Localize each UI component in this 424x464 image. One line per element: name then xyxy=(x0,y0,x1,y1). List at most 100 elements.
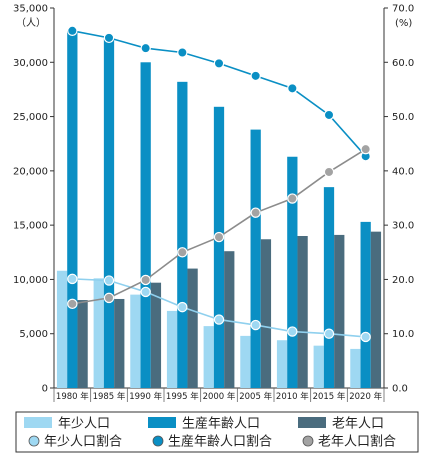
bar-elderly xyxy=(150,282,162,388)
right-tick-label: 0.0 xyxy=(392,384,408,395)
left-tick-label: 20,000 xyxy=(13,166,48,177)
point-youth-ratio xyxy=(213,314,225,325)
point-youth-ratio xyxy=(250,319,261,331)
point-working-age-ratio xyxy=(67,25,78,36)
legend-marker xyxy=(152,435,164,447)
legend-elderly: 老年人口 xyxy=(298,417,384,432)
legend-label: 生産年齢人口 xyxy=(182,416,260,432)
point-elderly-ratio xyxy=(67,298,78,310)
right-tick-label: 40.0 xyxy=(392,166,414,177)
x-tick-label: 1995 年 xyxy=(166,391,199,402)
left-tick-label: 30,000 xyxy=(13,58,48,69)
point-youth-ratio xyxy=(360,331,371,343)
x-tick-label: 2020 年 xyxy=(349,391,382,402)
legend-swatch xyxy=(24,417,52,428)
bar-working-age xyxy=(177,81,188,388)
point-youth-ratio xyxy=(177,301,188,313)
bar-elderly xyxy=(370,231,382,388)
legend-marker xyxy=(302,435,314,447)
bar-youth xyxy=(276,340,288,388)
x-tick-label: 2000 年 xyxy=(203,391,236,402)
bar-youth xyxy=(93,278,104,388)
right-tick-label: 10.0 xyxy=(392,329,414,340)
legend-youth-ratio: 年少人口割合 xyxy=(28,434,122,450)
bar-youth xyxy=(130,294,141,388)
bar-youth xyxy=(350,348,361,388)
point-elderly-ratio xyxy=(250,207,261,218)
bar-youth xyxy=(313,345,324,388)
legend-working-age: 生産年齢人口 xyxy=(148,416,260,432)
right-tick-label: 60.0 xyxy=(392,58,414,69)
legend-swatch xyxy=(148,417,176,428)
legend-label: 老年人口割合 xyxy=(318,434,396,450)
left-tick-label: 0 xyxy=(42,384,48,395)
bars-layer xyxy=(56,30,382,389)
point-elderly-ratio xyxy=(140,274,151,286)
bar-working-age xyxy=(323,187,335,388)
point-working-age-ratio xyxy=(323,109,335,121)
point-elderly-ratio xyxy=(323,166,335,178)
bar-youth xyxy=(166,310,178,388)
left-tick-label: 15,000 xyxy=(13,221,48,232)
point-working-age-ratio xyxy=(213,58,225,69)
point-elderly-ratio xyxy=(103,292,115,304)
point-youth-ratio xyxy=(103,275,115,286)
bar-elderly xyxy=(334,234,345,388)
point-working-age-ratio xyxy=(140,42,151,54)
left-tick-label: 5,000 xyxy=(19,329,48,340)
legend-label: 年少人口割合 xyxy=(44,434,122,450)
point-elderly-ratio xyxy=(287,193,298,204)
bar-working-age xyxy=(140,62,151,389)
bar-elderly xyxy=(297,236,308,388)
x-tick-label: 1985 年 xyxy=(93,391,126,402)
bar-elderly xyxy=(260,239,272,388)
axes-layer: 0 5,000 10,000 15,000 20,000 25,000 30,000 35,0… xyxy=(13,4,414,402)
legend-elderly-ratio: 老年人口割合 xyxy=(302,434,396,450)
legend-marker xyxy=(28,435,40,447)
bar-working-age xyxy=(360,221,371,388)
x-tick-label: 2010 年 xyxy=(276,391,309,402)
bar-elderly xyxy=(114,298,125,388)
legend-label: 老年人口 xyxy=(332,417,384,432)
point-youth-ratio xyxy=(140,286,151,298)
bar-working-age xyxy=(213,106,225,389)
point-working-age-ratio xyxy=(103,32,115,44)
legend-working-age-ratio: 生産年齢人口割合 xyxy=(152,434,272,450)
legend-label: 年少人口 xyxy=(58,417,110,432)
lines-layer xyxy=(67,25,371,343)
bar-elderly xyxy=(77,300,88,388)
right-tick-label: 20.0 xyxy=(392,275,414,286)
point-elderly-ratio xyxy=(177,247,188,258)
bar-working-age xyxy=(103,38,115,389)
x-tick-label: 2005 年 xyxy=(239,391,272,402)
bar-working-age xyxy=(287,156,298,388)
point-youth-ratio xyxy=(287,326,298,337)
left-tick-label: 10,000 xyxy=(13,275,48,286)
bar-working-age xyxy=(67,30,78,389)
x-tick-label: 1980 年 xyxy=(56,391,89,402)
left-tick-label: 25,000 xyxy=(13,112,48,123)
x-tick-label: 1990 年 xyxy=(129,391,162,402)
point-working-age-ratio xyxy=(250,70,261,82)
point-working-age-ratio xyxy=(177,47,188,58)
left-tick-label: 35,000 xyxy=(13,4,48,15)
legend-swatch xyxy=(298,417,326,428)
legend-box xyxy=(15,411,419,453)
point-working-age-ratio xyxy=(287,83,298,94)
right-tick-label: 70.0 xyxy=(392,4,414,15)
point-youth-ratio xyxy=(67,273,78,285)
right-tick-label: 50.0 xyxy=(392,112,414,123)
legend-youth: 年少人口 xyxy=(24,417,110,432)
bar-elderly xyxy=(187,268,198,388)
bar-elderly xyxy=(224,251,235,388)
bar-youth xyxy=(240,335,251,388)
bar-youth xyxy=(203,326,214,388)
legend-label: 生産年齢人口割合 xyxy=(168,434,272,450)
point-elderly-ratio xyxy=(213,231,225,243)
point-youth-ratio xyxy=(323,328,335,339)
bar-working-age xyxy=(250,129,261,388)
bar-youth xyxy=(56,270,68,388)
